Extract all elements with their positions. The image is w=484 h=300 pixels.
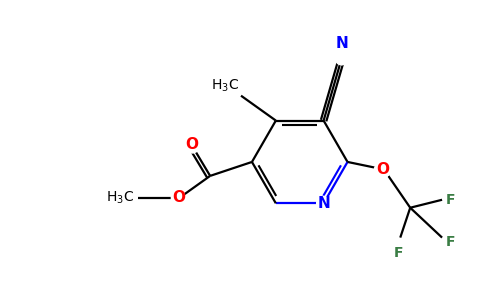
Text: N: N (317, 196, 330, 211)
Text: H$_3$C: H$_3$C (106, 190, 135, 206)
Text: F: F (446, 193, 455, 207)
Text: O: O (376, 162, 389, 177)
Circle shape (317, 196, 331, 210)
Text: H$_3$C: H$_3$C (211, 77, 239, 94)
Text: F: F (393, 246, 403, 260)
Circle shape (375, 162, 390, 178)
Circle shape (335, 53, 348, 65)
Text: F: F (446, 235, 455, 249)
Circle shape (185, 139, 199, 153)
Text: N: N (335, 36, 348, 51)
Text: O: O (172, 190, 185, 205)
Circle shape (171, 191, 185, 205)
Text: O: O (186, 136, 199, 152)
